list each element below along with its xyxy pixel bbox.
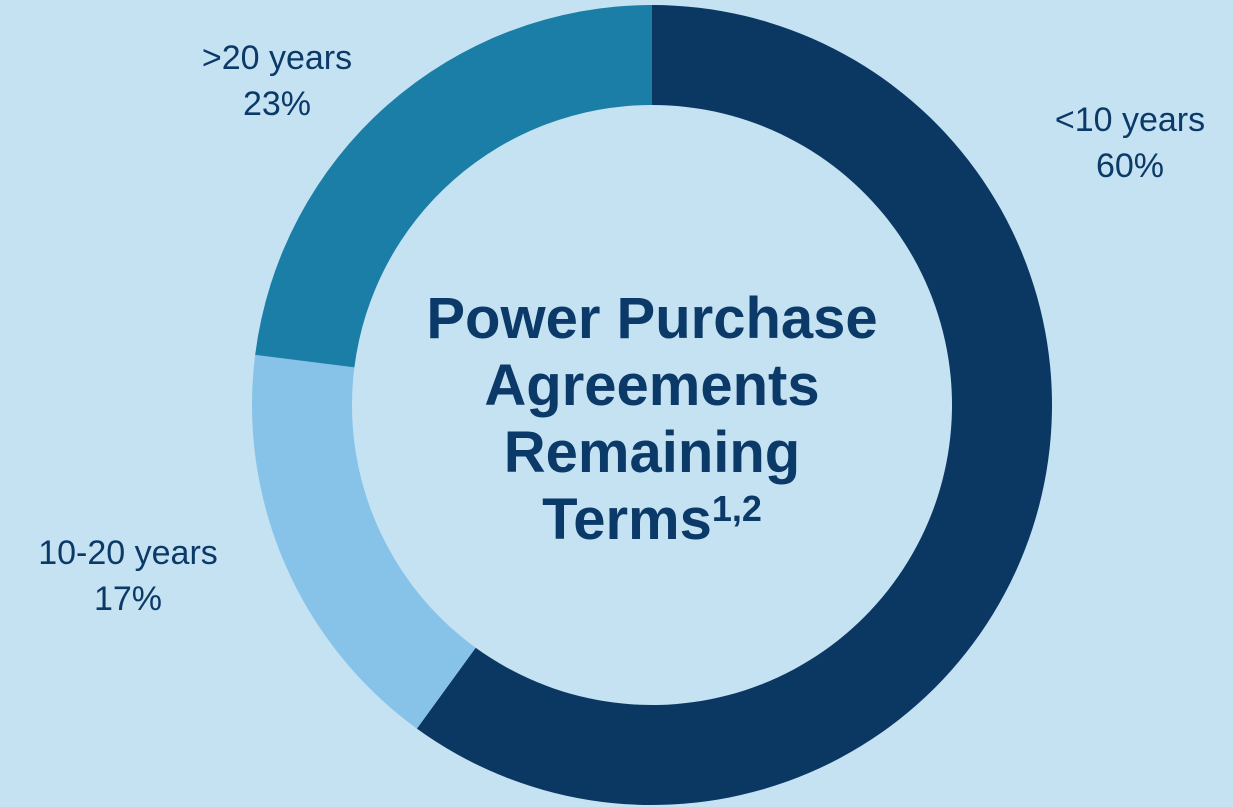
- chart-title: Power Purchase Agreements Remaining Term…: [426, 286, 878, 552]
- value-label: 23%: [243, 85, 311, 123]
- value-label: 17%: [94, 580, 162, 618]
- category-label: >20 years: [202, 39, 352, 77]
- category-label: 10-20 years: [38, 534, 218, 572]
- donut-segment: [255, 5, 652, 368]
- donut-segment: [252, 354, 476, 729]
- value-label: 60%: [1096, 147, 1164, 185]
- title-superscript: 1,2: [711, 488, 762, 529]
- chart-title-box: Power Purchase Agreements Remaining Term…: [412, 285, 892, 553]
- donut-segment: [416, 5, 1053, 806]
- category-label: <10 years: [1055, 101, 1205, 139]
